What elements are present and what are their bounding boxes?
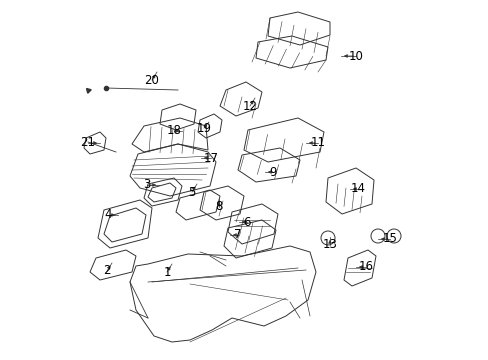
Text: 2: 2 — [103, 265, 110, 278]
Text: 20: 20 — [144, 73, 159, 86]
Text: 18: 18 — [166, 125, 181, 138]
Text: 11: 11 — [310, 136, 325, 149]
Text: 7: 7 — [234, 229, 241, 242]
Text: 21: 21 — [81, 136, 95, 149]
Text: 6: 6 — [243, 216, 250, 229]
Text: 4: 4 — [104, 208, 112, 221]
Text: 15: 15 — [382, 233, 397, 246]
Text: 16: 16 — [358, 261, 373, 274]
Text: 14: 14 — [350, 183, 365, 195]
Text: 9: 9 — [269, 166, 276, 179]
Text: 13: 13 — [322, 238, 337, 252]
Text: 5: 5 — [188, 185, 195, 198]
Text: 3: 3 — [143, 179, 150, 192]
Text: 1: 1 — [163, 266, 170, 279]
Text: 8: 8 — [215, 201, 222, 213]
Text: 12: 12 — [242, 99, 257, 112]
Text: 10: 10 — [348, 49, 363, 63]
Text: 17: 17 — [203, 152, 218, 165]
Text: 19: 19 — [196, 122, 211, 135]
